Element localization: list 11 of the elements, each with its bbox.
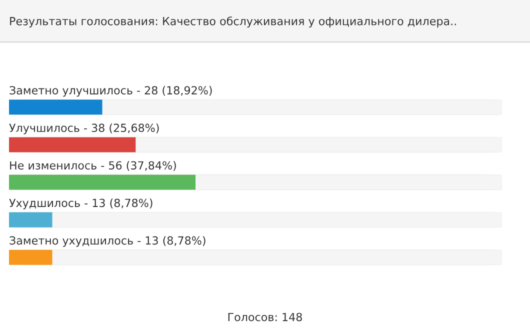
bar [9, 212, 52, 228]
text: Голосов: 148 [228, 312, 302, 322]
bar [9, 100, 102, 115]
y-tick-label: Не изменилось - 56 (37,84%) [10, 161, 176, 171]
y-tick-label: Улучшилось - 38 (25,68%) [9, 123, 159, 134]
y-tick-label: Заметно ухудшилось - 13 (8,78%) [10, 236, 206, 247]
y-tick-label: Ухудшилось - 13 (8,78%) [9, 198, 152, 210]
bar [9, 250, 52, 265]
text: Результаты голосования: Качество обслуживания у официального дилера.. [10, 16, 456, 28]
bar [9, 137, 136, 152]
y-tick-label: Заметно улучшилось - 28 (18,92%) [10, 86, 212, 97]
